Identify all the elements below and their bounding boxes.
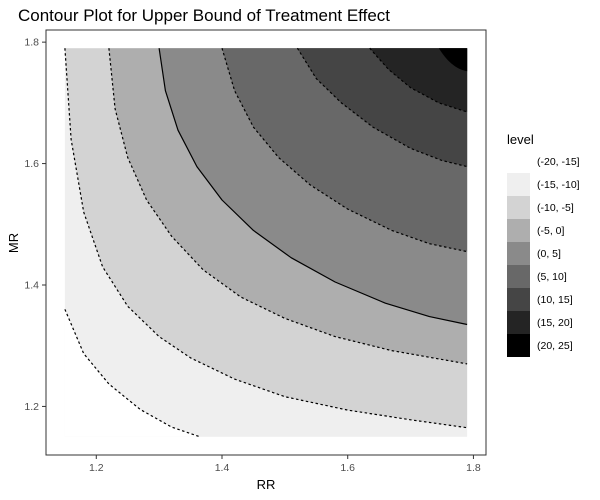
contour-line--15 xyxy=(64,309,201,438)
legend-label: (-10, -5] xyxy=(537,202,574,214)
contour-fills xyxy=(64,48,468,437)
legend-title: level xyxy=(507,132,534,147)
y-tick-label: 1.4 xyxy=(24,280,39,292)
y-axis: 1.2 1.4 1.6 1.8 xyxy=(24,37,46,413)
contour-lines xyxy=(64,47,468,438)
legend-swatch xyxy=(507,219,530,242)
legend-swatch xyxy=(507,150,530,173)
legend-swatch xyxy=(507,311,530,334)
legend-label: (-5, 0] xyxy=(537,225,565,237)
legend-label: (10, 15] xyxy=(537,294,573,306)
contour-band-above-15 xyxy=(369,48,468,112)
legend-swatch xyxy=(507,288,530,311)
y-axis-title: MR xyxy=(6,233,21,253)
legend: level (-20, -15] (-15, -10] (-10, -5] (-5, … xyxy=(507,132,580,357)
legend-label: (15, 20] xyxy=(537,317,573,329)
contour-line--5 xyxy=(108,48,468,365)
legend-label: (-15, -10] xyxy=(537,179,580,191)
contour-line-10 xyxy=(296,47,468,168)
legend-swatch xyxy=(507,173,530,196)
x-tick-label: 1.2 xyxy=(89,462,104,474)
contour-band-above-20 xyxy=(438,48,468,72)
legend-swatch xyxy=(507,265,530,288)
legend-label: (5, 10] xyxy=(537,271,567,283)
x-tick-label: 1.6 xyxy=(340,462,355,474)
x-axis: 1.2 1.4 1.6 1.8 xyxy=(89,455,481,474)
contour-line-5 xyxy=(221,48,468,253)
legend-swatch xyxy=(507,334,530,357)
chart-title: Contour Plot for Upper Bound of Treatmen… xyxy=(18,6,390,25)
y-tick-label: 1.6 xyxy=(24,158,39,170)
legend-swatch xyxy=(507,196,530,219)
legend-label: (-20, -15] xyxy=(537,156,580,168)
y-tick-label: 1.2 xyxy=(24,401,39,413)
legend-swatch xyxy=(507,242,530,265)
plot-border xyxy=(45,29,487,456)
legend-label: (0, 5] xyxy=(537,248,561,260)
contour-band-minus20-to-minus15 xyxy=(64,309,201,437)
contour-line-15 xyxy=(369,47,468,113)
x-tick-label: 1.4 xyxy=(215,462,230,474)
x-tick-label: 1.8 xyxy=(466,462,481,474)
y-tick-label: 1.8 xyxy=(24,37,39,49)
x-axis-title: RR xyxy=(257,477,276,492)
contour-line-0 xyxy=(158,48,468,326)
legend-label: (20, 25] xyxy=(537,340,573,352)
